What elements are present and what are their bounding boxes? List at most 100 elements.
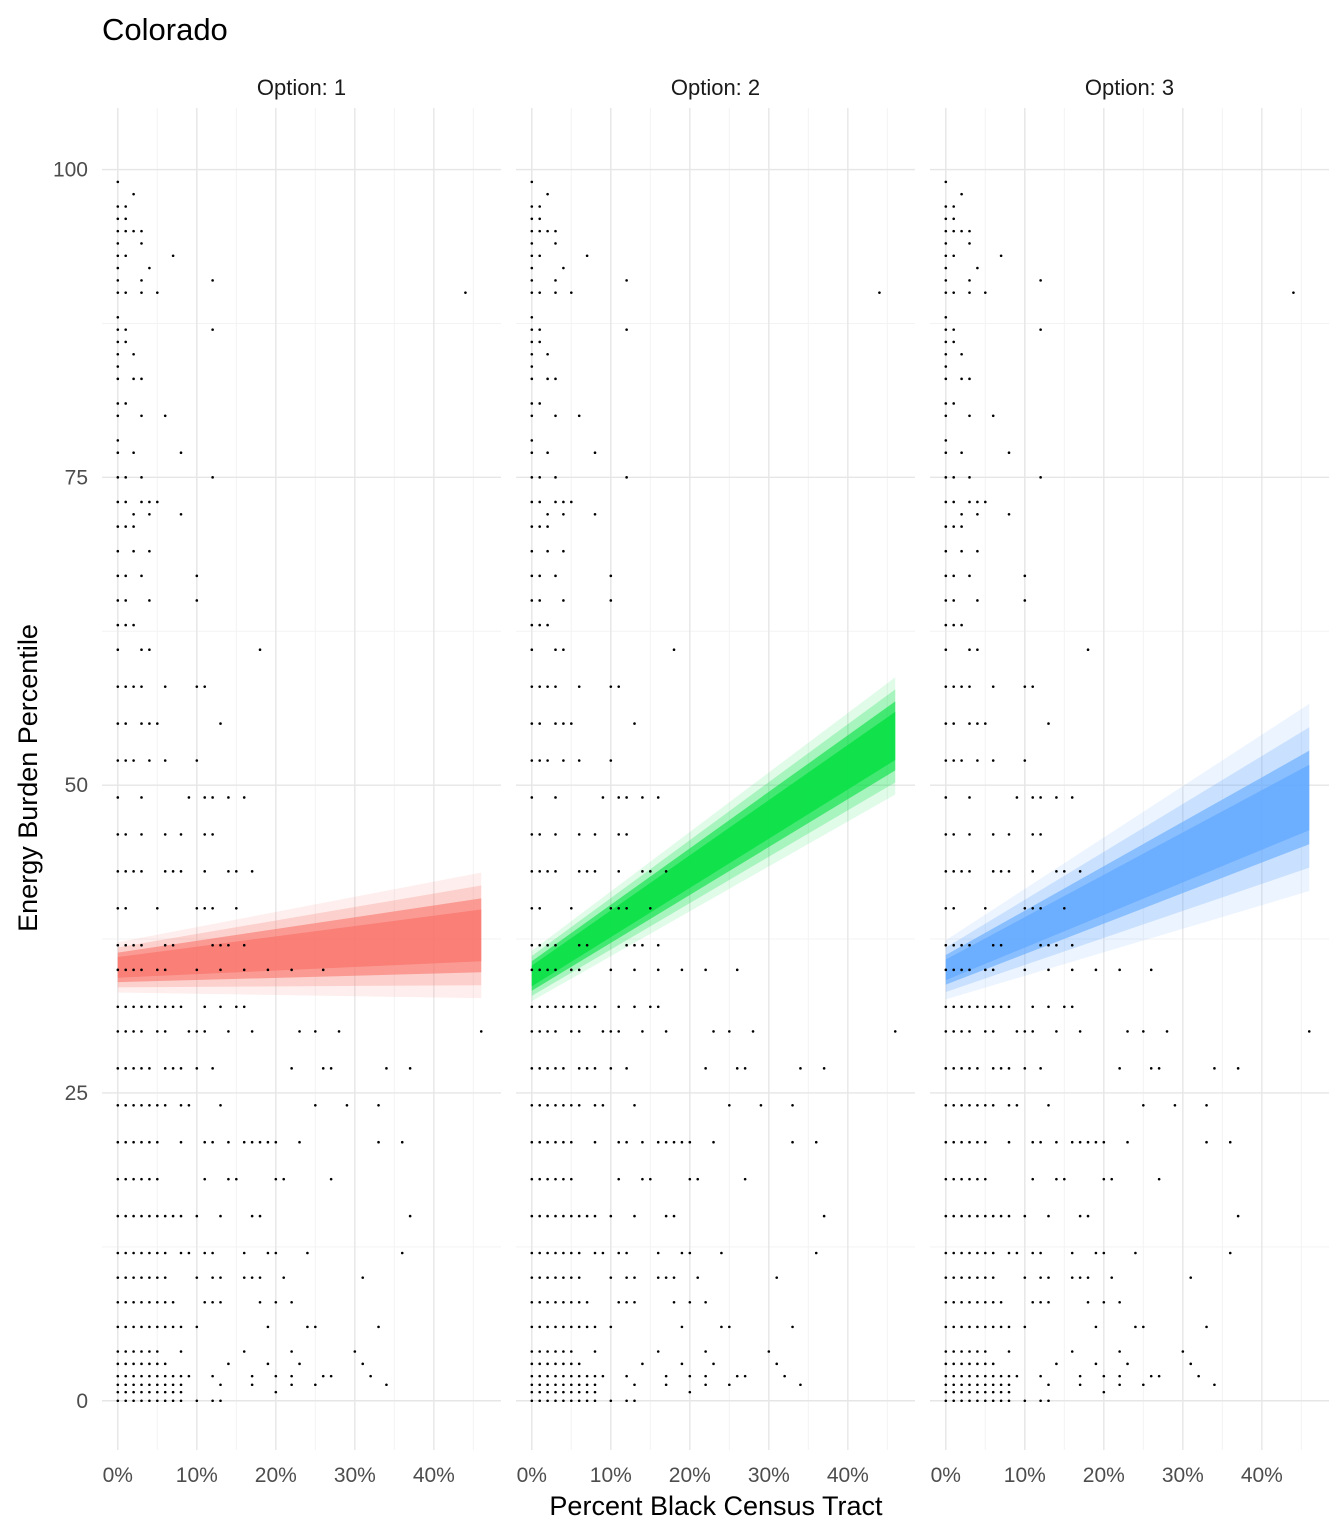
scatter-point (546, 1276, 549, 1279)
scatter-point (984, 968, 987, 972)
scatter-point (960, 549, 963, 553)
scatter-point (530, 402, 534, 405)
scatter-point (140, 685, 143, 688)
scatter-point (960, 451, 963, 455)
scatter-point (140, 1005, 143, 1009)
scatter-point (562, 759, 565, 762)
scatter-point (124, 254, 128, 258)
scatter-point (720, 1325, 723, 1329)
scatter-point (140, 279, 143, 282)
scatter-point (530, 266, 534, 270)
scatter-point (546, 685, 549, 688)
scatter-point (195, 1030, 199, 1033)
scatter-point (952, 722, 956, 725)
y-tick-label: 50 (65, 774, 88, 797)
scatter-point (968, 1350, 971, 1353)
scatter-point (171, 1383, 175, 1387)
scatter-point (968, 1214, 971, 1218)
scatter-point (1023, 906, 1027, 910)
scatter-point (203, 685, 207, 688)
scatter-point (140, 1325, 143, 1329)
scatter-point (530, 943, 534, 947)
scatter-point (593, 1005, 597, 1009)
scatter-point (306, 1251, 309, 1255)
scatter-point (577, 1362, 581, 1366)
scatter-point (530, 414, 534, 418)
scatter-point (266, 1251, 270, 1255)
scatter-point (554, 242, 557, 245)
scatter-point (944, 242, 948, 245)
scatter-point (546, 1325, 549, 1329)
fit-band-layer (945, 764, 1310, 981)
x-tick-label: 10% (176, 1464, 218, 1487)
scatter-point (1039, 476, 1042, 479)
scatter-point (984, 1177, 987, 1181)
scatter-point (1070, 1276, 1074, 1279)
scatter-point (1157, 1177, 1161, 1181)
x-tick-label: 30% (748, 1464, 790, 1487)
scatter-point (171, 1005, 175, 1009)
scatter-point (1118, 1374, 1121, 1378)
scatter-point (530, 1140, 534, 1144)
scatter-point (124, 1325, 128, 1329)
scatter-point (976, 648, 979, 652)
scatter-point (609, 685, 613, 688)
scatter-point (1047, 1103, 1050, 1107)
scatter-point (1047, 968, 1050, 972)
scatter-point (976, 1140, 979, 1144)
scatter-point (361, 1362, 365, 1366)
scatter-point (124, 1300, 128, 1304)
scatter-point (1110, 1177, 1114, 1181)
scatter-point (991, 1325, 995, 1329)
scatter-point (385, 1067, 388, 1070)
scatter-point (321, 968, 325, 972)
scatter-point (530, 1030, 534, 1033)
scatter-point (530, 599, 534, 602)
scatter-point (132, 1067, 135, 1070)
scatter-point (585, 943, 589, 947)
scatter-point (999, 943, 1003, 947)
scatter-point (577, 870, 581, 873)
scatter-point (116, 1300, 120, 1304)
scatter-point (968, 1300, 971, 1304)
scatter-point (585, 1383, 589, 1387)
scatter-point (1181, 1350, 1185, 1353)
scatter-point (290, 1383, 293, 1387)
scatter-point (944, 1300, 948, 1304)
scatter-point (140, 377, 143, 381)
scatter-point (211, 1374, 214, 1378)
scatter-point (132, 1276, 135, 1279)
scatter-point (530, 500, 534, 504)
scatter-point (952, 500, 956, 504)
scatter-point (282, 1276, 286, 1279)
scatter-point (554, 1030, 557, 1033)
fit-band (117, 872, 482, 999)
scatter-point (116, 439, 120, 442)
scatter-point (1039, 1276, 1042, 1279)
scatter-point (960, 192, 963, 196)
scatter-point (562, 1251, 565, 1255)
scatter-point (656, 1005, 660, 1009)
scatter-point (538, 1362, 542, 1366)
scatter-point (952, 1399, 956, 1403)
scatter-point (546, 192, 549, 196)
scatter-point (688, 1140, 692, 1144)
x-tick-label: 20% (669, 1464, 711, 1487)
scatter-point (171, 1325, 175, 1329)
scatter-point (649, 870, 652, 873)
scatter-point (187, 796, 191, 799)
scatter-point (976, 1390, 979, 1394)
scatter-point (274, 1300, 278, 1304)
scatter-point (1094, 1251, 1098, 1255)
scatter-point (1205, 1140, 1208, 1144)
scatter-point (140, 722, 143, 725)
scatter-point (554, 796, 557, 799)
scatter-point (968, 1390, 971, 1394)
scatter-point (124, 759, 128, 762)
scatter-point (156, 722, 159, 725)
scatter-point (984, 906, 987, 910)
scatter-point (314, 1325, 317, 1329)
scatter-point (538, 1103, 542, 1107)
scatter-point (991, 759, 995, 762)
scatter-point (664, 1140, 668, 1144)
